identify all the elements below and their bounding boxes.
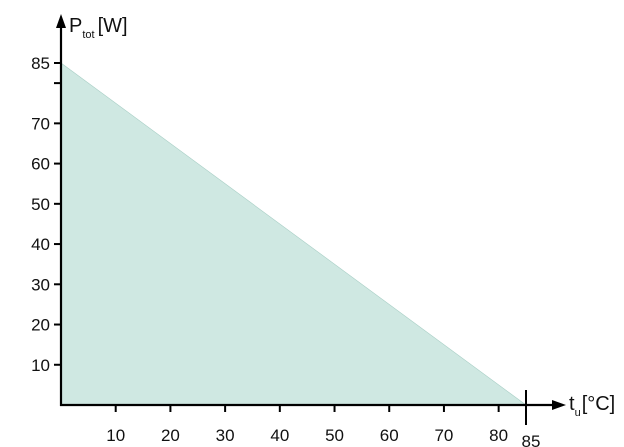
x-tick-label-20: 20 bbox=[161, 426, 180, 445]
x-tick-label-40: 40 bbox=[270, 426, 289, 445]
x-axis-title: tu[°C] bbox=[569, 393, 615, 419]
x-tick-label-50: 50 bbox=[325, 426, 344, 445]
x-axis-symbol: t bbox=[569, 393, 575, 415]
y-axis-arrow bbox=[56, 14, 66, 28]
x-tick-label-60: 60 bbox=[380, 426, 399, 445]
y-tick-label-10: 10 bbox=[31, 356, 50, 375]
y-tick-label-40: 40 bbox=[31, 235, 50, 254]
y-axis-ticks: 10 20 30 40 50 60 70 85 bbox=[31, 54, 61, 375]
y-tick-label-30: 30 bbox=[31, 275, 50, 294]
x-axis-ticks: 10 20 30 40 50 60 70 80 85 bbox=[106, 390, 540, 447]
derating-area bbox=[60, 62, 527, 406]
y-tick-label-70: 70 bbox=[31, 114, 50, 133]
y-tick-label-end: 85 bbox=[31, 54, 50, 73]
x-axis-unit: [°C] bbox=[582, 393, 616, 415]
y-tick-label-20: 20 bbox=[31, 316, 50, 335]
x-tick-label-30: 30 bbox=[216, 426, 235, 445]
y-axis-unit: [W] bbox=[98, 15, 128, 37]
y-axis-title: Ptot [W] bbox=[69, 15, 128, 41]
x-tick-label-70: 70 bbox=[434, 426, 453, 445]
x-tick-label-10: 10 bbox=[106, 426, 125, 445]
y-axis-subscript: tot bbox=[82, 29, 94, 41]
y-tick-label-60: 60 bbox=[31, 155, 50, 174]
x-tick-label-80: 80 bbox=[489, 426, 508, 445]
y-tick-label-50: 50 bbox=[31, 195, 50, 214]
x-axis-subscript: u bbox=[575, 407, 581, 419]
x-tick-label-end: 85 bbox=[522, 432, 541, 447]
x-axis-arrow bbox=[552, 400, 566, 410]
y-axis-symbol: P bbox=[69, 15, 82, 37]
